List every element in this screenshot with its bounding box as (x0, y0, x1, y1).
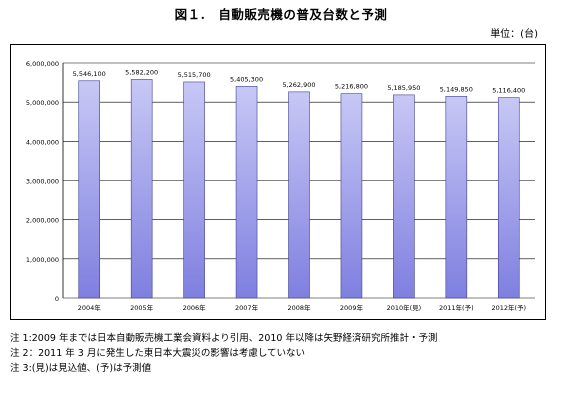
bar-value-label: 5,216,800 (335, 83, 368, 91)
bar-value-label: 5,149,850 (440, 85, 473, 93)
y-tick-label: 2,000,000 (26, 217, 59, 225)
y-tick-label: 4,000,000 (26, 138, 59, 146)
bar-value-label: 5,116,400 (492, 87, 525, 95)
bar-value-label: 5,405,300 (230, 75, 263, 83)
x-tick-label: 2006年 (183, 303, 207, 312)
bar (183, 81, 205, 299)
note-3: 注 3:(見)は見込値、(予)は予測値 (10, 363, 152, 374)
bar (78, 80, 101, 299)
bar (340, 93, 363, 299)
bar (445, 95, 468, 299)
x-tick-label: 2005年 (130, 303, 154, 312)
note-2: 注 2：2011 年 3 月に発生した東日本大震災の影響は考慮していない (10, 348, 306, 359)
bar-value-label: 5,546,100 (73, 70, 106, 78)
bar-value-label: 5,262,900 (282, 81, 315, 89)
bar (393, 94, 415, 299)
bar (130, 79, 153, 299)
note-1: 注 1:2009 年までは日本自動販売機工業会資料より引用、2010 年以降は矢… (10, 333, 438, 344)
x-tick-label: 2010年(見) (387, 303, 422, 312)
bar-chart: 5,546,100 5,582,200 5,515,700 5,405,300 5,26… (26, 60, 535, 312)
y-tick-label: 6,000,000 (26, 60, 59, 68)
bar-value-label: 5,515,700 (178, 71, 211, 79)
x-tick-label: 2012年(予) (491, 303, 526, 312)
y-tick-label: 0 (55, 295, 59, 303)
bar (235, 85, 258, 299)
chart-title: 図１. 自動販売機の普及台数と予測 (174, 7, 388, 22)
chart-frame: 5,546,100 5,582,200 5,515,700 5,405,300 5,26… (10, 44, 546, 320)
bar (497, 97, 520, 299)
notes: 注 1:2009 年までは日本自動販売機工業会資料より引用、2010 年以降は矢… (10, 331, 437, 376)
x-tick-label: 2008年 (287, 303, 311, 312)
bar-value-label: 5,185,950 (387, 84, 420, 92)
bar-value-label: 5,582,200 (125, 68, 158, 76)
y-tick-label: 3,000,000 (26, 178, 59, 186)
x-tick-label: 2009年 (340, 303, 364, 312)
x-tick-label: 2007年 (235, 303, 259, 312)
x-tick-label: 2011年(予) (439, 303, 474, 312)
y-tick-label: 5,000,000 (26, 99, 59, 107)
bar (288, 91, 310, 299)
unit-label: 単位：(台) (490, 29, 538, 40)
y-tick-label: 1,000,000 (26, 256, 59, 264)
x-tick-label: 2004年 (78, 303, 102, 312)
